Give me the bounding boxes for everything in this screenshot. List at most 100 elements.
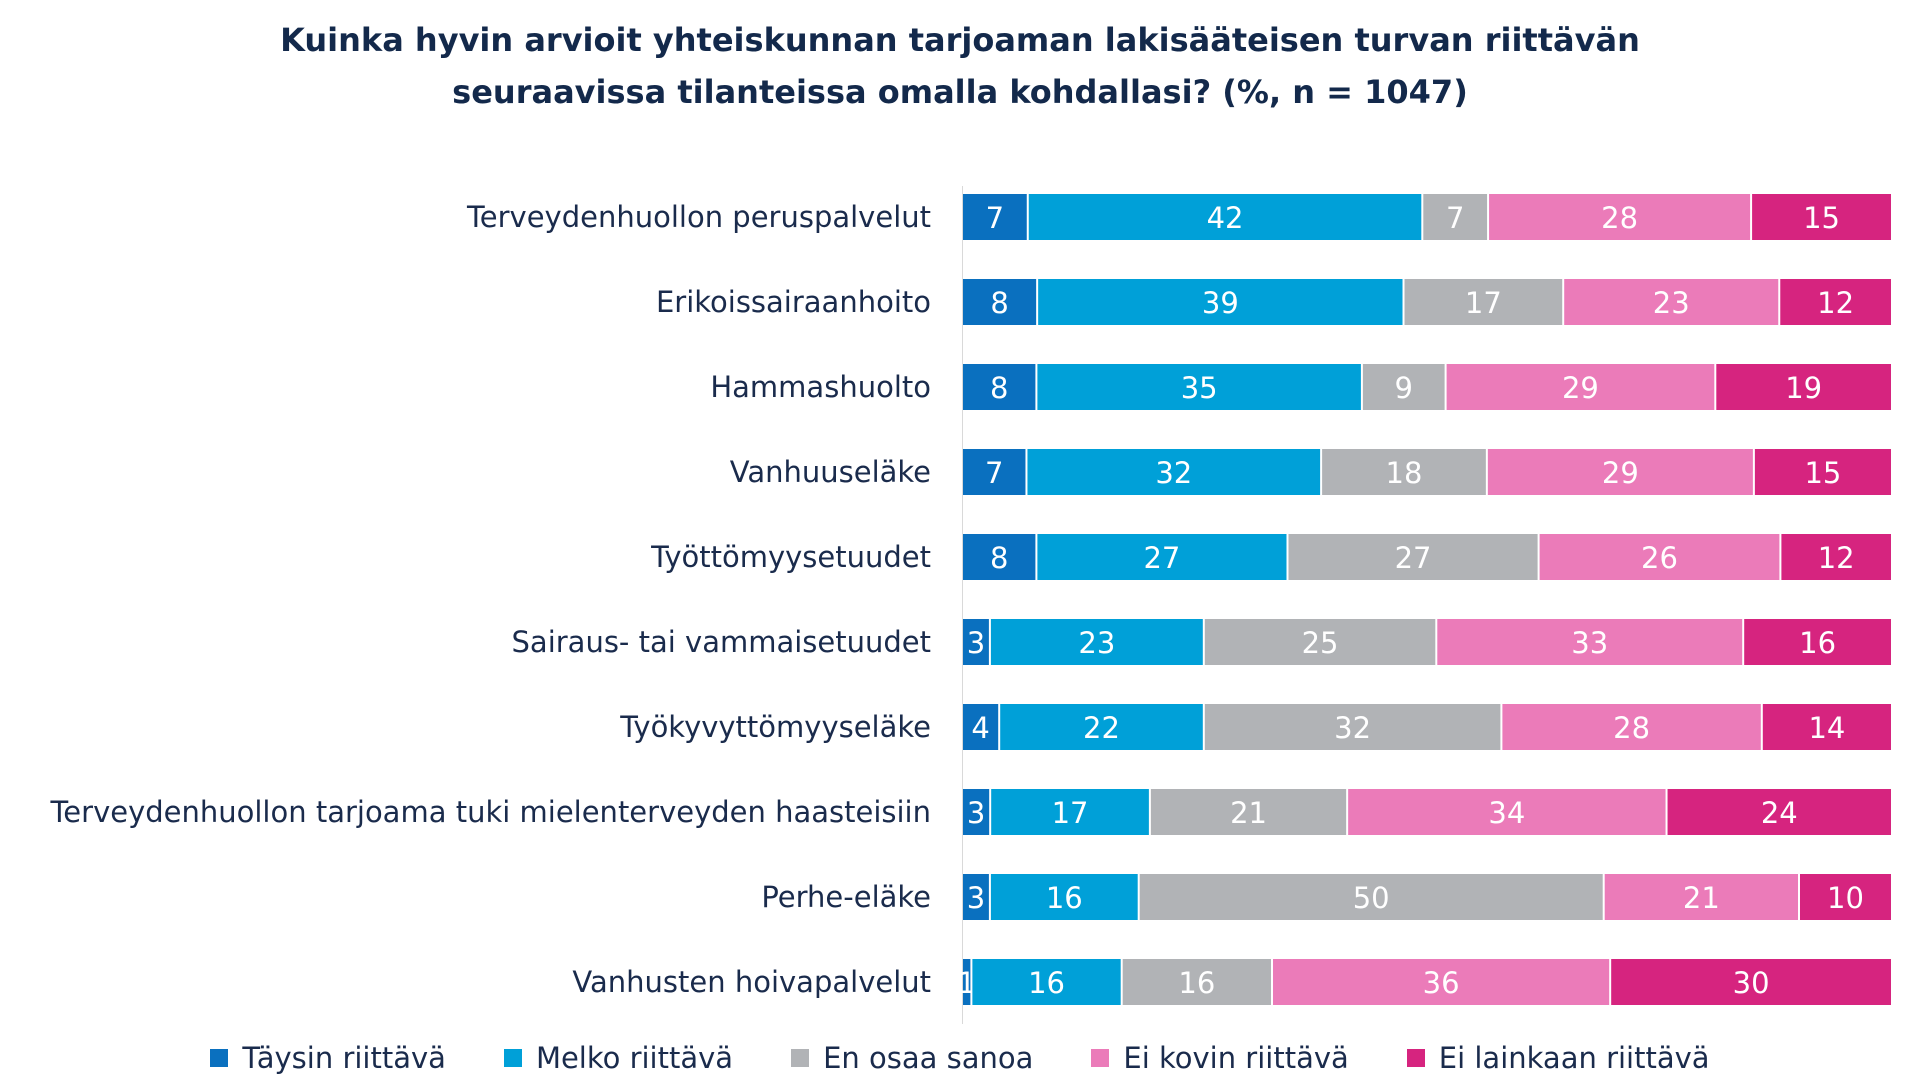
bar-segment-melko-riittava bbox=[972, 959, 1121, 1005]
bar-segment-melko-riittava bbox=[1038, 279, 1403, 325]
bar-segment-ei-kovin-riittava bbox=[1446, 364, 1715, 410]
data-label-ei-lainkaan-riittava: 12 bbox=[1817, 286, 1854, 320]
bar-segment-taysin-riittava bbox=[963, 704, 999, 750]
bar-segment-melko-riittava bbox=[1037, 364, 1361, 410]
legend-item-en-osaa-sanoa: En osaa sanoa bbox=[791, 1041, 1033, 1075]
bar-segment-ei-lainkaan-riittava bbox=[1800, 874, 1891, 920]
data-label-taysin-riittava: 3 bbox=[967, 626, 985, 660]
bar-segment-en-osaa-sanoa bbox=[1122, 959, 1271, 1005]
data-label-ei-kovin-riittava: 21 bbox=[1683, 881, 1720, 915]
bar-segment-ei-kovin-riittava bbox=[1539, 534, 1780, 580]
bar-segment-taysin-riittava bbox=[963, 534, 1036, 580]
bar-segment-melko-riittava bbox=[1027, 449, 1321, 495]
data-label-melko-riittava: 27 bbox=[1143, 541, 1180, 575]
data-label-taysin-riittava: 8 bbox=[990, 541, 1008, 575]
bar-segment-taysin-riittava bbox=[963, 364, 1036, 410]
category-label: Vanhusten hoivapalvelut bbox=[572, 965, 931, 999]
data-label-ei-kovin-riittava: 29 bbox=[1602, 456, 1639, 490]
data-label-melko-riittava: 42 bbox=[1207, 201, 1244, 235]
data-label-ei-lainkaan-riittava: 16 bbox=[1799, 626, 1836, 660]
legend-label: Ei lainkaan riittävä bbox=[1438, 1041, 1710, 1075]
data-label-ei-lainkaan-riittava: 30 bbox=[1733, 966, 1770, 1000]
legend-item-taysin-riittava: Täysin riittävä bbox=[210, 1041, 446, 1075]
bar-row-hammashuolto: Hammashuolto 8 35 9 29 19 bbox=[710, 364, 1891, 410]
bar-segment-taysin-riittava bbox=[963, 619, 989, 665]
data-label-melko-riittava: 39 bbox=[1202, 286, 1239, 320]
bar-segment-ei-kovin-riittava bbox=[1489, 194, 1751, 240]
data-label-taysin-riittava: 7 bbox=[985, 456, 1003, 490]
bar-segment-en-osaa-sanoa bbox=[1204, 619, 1436, 665]
bar-row-tyokyvyttomyyselake: Työkyvyttömyyseläke 4 22 32 28 14 bbox=[619, 704, 1891, 750]
data-label-melko-riittava: 17 bbox=[1052, 796, 1089, 830]
data-label-en-osaa-sanoa: 18 bbox=[1386, 456, 1423, 490]
data-label-taysin-riittava: 8 bbox=[990, 286, 1008, 320]
bar-segment-ei-lainkaan-riittava bbox=[1781, 534, 1891, 580]
data-label-melko-riittava: 32 bbox=[1155, 456, 1192, 490]
bar-segment-ei-lainkaan-riittava bbox=[1744, 619, 1891, 665]
data-label-melko-riittava: 16 bbox=[1046, 881, 1083, 915]
bar-segment-taysin-riittava bbox=[963, 874, 989, 920]
bar-segment-en-osaa-sanoa bbox=[1288, 534, 1538, 580]
bar-row-tyottomyysetuudet: Työttömyysetuudet 8 27 27 26 12 bbox=[650, 534, 1891, 580]
data-label-taysin-riittava: 1 bbox=[957, 966, 975, 1000]
data-label-ei-kovin-riittava: 23 bbox=[1653, 286, 1690, 320]
bar-segment-ei-kovin-riittava bbox=[1273, 959, 1610, 1005]
data-label-en-osaa-sanoa: 17 bbox=[1465, 286, 1502, 320]
category-label: Työttömyysetuudet bbox=[650, 540, 931, 574]
bar-segment-ei-kovin-riittava bbox=[1502, 704, 1761, 750]
legend-swatch bbox=[503, 1049, 522, 1067]
bar-segment-en-osaa-sanoa bbox=[1150, 789, 1347, 835]
bar-row-vanhusten-hoivapalvelut: Vanhusten hoivapalvelut 1 16 16 36 30 bbox=[572, 959, 1891, 1005]
bar-row-terveydenhuollon-tarjoama-tuki-mielenterveyden-haasteisiin: Terveydenhuollon tarjoama tuki mielenter… bbox=[50, 789, 1891, 835]
bar-segment-ei-lainkaan-riittava bbox=[1667, 789, 1891, 835]
legend-label: En osaa sanoa bbox=[823, 1041, 1034, 1075]
data-label-taysin-riittava: 4 bbox=[971, 711, 989, 745]
bar-segment-ei-kovin-riittava bbox=[1348, 789, 1666, 835]
data-label-ei-lainkaan-riittava: 10 bbox=[1827, 881, 1864, 915]
bar-segment-en-osaa-sanoa bbox=[1139, 874, 1603, 920]
data-label-ei-lainkaan-riittava: 19 bbox=[1785, 371, 1822, 405]
data-label-en-osaa-sanoa: 9 bbox=[1395, 371, 1413, 405]
legend-swatch bbox=[1406, 1049, 1425, 1067]
category-label: Erikoissairaanhoito bbox=[656, 285, 931, 319]
data-label-ei-lainkaan-riittava: 15 bbox=[1804, 456, 1841, 490]
bar-segment-melko-riittava bbox=[1000, 704, 1203, 750]
data-label-ei-kovin-riittava: 28 bbox=[1601, 201, 1638, 235]
data-label-taysin-riittava: 8 bbox=[990, 371, 1008, 405]
bar-row-terveydenhuollon-peruspalvelut: Terveydenhuollon peruspalvelut 7 42 7 28 15 bbox=[466, 194, 1891, 240]
bar-segment-en-osaa-sanoa bbox=[1404, 279, 1563, 325]
bar-segment-melko-riittava bbox=[1037, 534, 1287, 580]
bar-segment-ei-lainkaan-riittava bbox=[1754, 449, 1891, 495]
category-label: Sairaus- tai vammaisetuudet bbox=[512, 625, 931, 659]
data-label-taysin-riittava: 3 bbox=[967, 881, 985, 915]
data-label-en-osaa-sanoa: 25 bbox=[1302, 626, 1339, 660]
bar-segment-melko-riittava bbox=[991, 789, 1149, 835]
bar-segment-ei-lainkaan-riittava bbox=[1752, 194, 1891, 240]
category-label: Työkyvyttömyyseläke bbox=[619, 710, 931, 744]
legend-label: Täysin riittävä bbox=[242, 1041, 446, 1075]
data-label-en-osaa-sanoa: 7 bbox=[1446, 201, 1464, 235]
data-label-taysin-riittava: 3 bbox=[967, 796, 985, 830]
bar-row-erikoissairaanhoito: Erikoissairaanhoito 8 39 17 23 12 bbox=[656, 279, 1891, 325]
bar-segment-ei-kovin-riittava bbox=[1564, 279, 1779, 325]
data-label-ei-lainkaan-riittava: 24 bbox=[1761, 796, 1798, 830]
data-label-ei-kovin-riittava: 29 bbox=[1562, 371, 1599, 405]
bar-row-sairaus-tai-vammaisetuudet: Sairaus- tai vammaisetuudet 3 23 25 33 16 bbox=[512, 619, 1891, 665]
bar-segment-en-osaa-sanoa bbox=[1204, 704, 1501, 750]
data-label-melko-riittava: 35 bbox=[1181, 371, 1218, 405]
bar-segment-taysin-riittava bbox=[963, 194, 1027, 240]
data-label-taysin-riittava: 7 bbox=[986, 201, 1004, 235]
bar-segment-ei-lainkaan-riittava bbox=[1716, 364, 1891, 410]
data-label-ei-lainkaan-riittava: 14 bbox=[1808, 711, 1845, 745]
legend-swatch bbox=[210, 1049, 229, 1067]
legend-swatch bbox=[1091, 1049, 1110, 1067]
legend-label: Ei kovin riittävä bbox=[1123, 1041, 1349, 1075]
category-label: Perhe-eläke bbox=[761, 880, 931, 914]
chart-legend: Täysin riittävä Melko riittävä En osaa san… bbox=[0, 1036, 1920, 1080]
data-label-en-osaa-sanoa: 16 bbox=[1178, 966, 1215, 1000]
data-label-melko-riittava: 16 bbox=[1028, 966, 1065, 1000]
data-label-en-osaa-sanoa: 27 bbox=[1395, 541, 1432, 575]
bar-segment-ei-kovin-riittava bbox=[1437, 619, 1743, 665]
category-label: Hammashuolto bbox=[710, 370, 931, 404]
data-label-ei-kovin-riittava: 26 bbox=[1641, 541, 1678, 575]
